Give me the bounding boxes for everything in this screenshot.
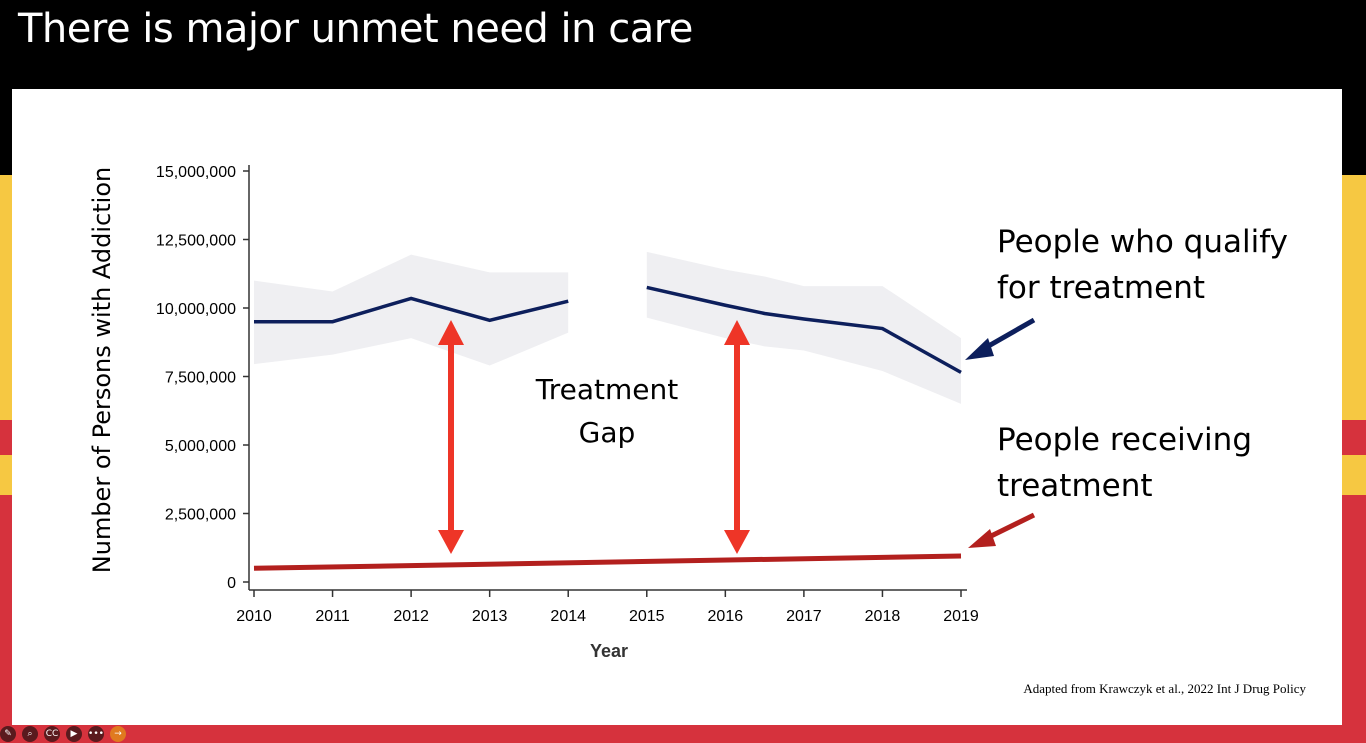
confidence-band [254,254,569,366]
x-tick-label: 2013 [472,608,508,625]
slide-title: There is major unmet need in care [18,6,693,52]
presentation-toolbar: ✎ ⌕ CC ▶ ••• → [0,725,200,743]
y-tick-label: 10,000,000 [156,301,236,318]
pen-icon[interactable]: ✎ [0,726,16,742]
y-tick-label: 2,500,000 [165,507,236,524]
qualify-label: People who qualify [997,224,1288,260]
x-tick-label: 2015 [629,608,665,625]
qualify-series-line [646,285,962,374]
x-axis-title: Year [590,641,628,661]
receiving-series-line [253,553,962,571]
y-tick-label: 15,000,000 [156,164,236,181]
x-tick-label: 2018 [865,608,901,625]
citation: Adapted from Krawczyk et al., 2022 Int J… [1023,681,1306,696]
captions-button[interactable]: CC [44,726,60,742]
gap-arrow-head-down [438,530,464,554]
gap-arrow-head-up [724,320,750,345]
x-tick-label: 2016 [708,608,744,625]
more-options-button[interactable]: ••• [88,726,104,742]
x-tick-label: 2010 [236,608,272,625]
x-tick-label: 2012 [393,608,429,625]
qualify-label: for treatment [997,270,1205,306]
treatment-gap-label: Gap [579,416,636,449]
treatment-gap-label: Treatment [535,373,678,406]
x-tick-label: 2017 [786,608,822,625]
zoom-icon[interactable]: ⌕ [22,726,38,742]
receiving-label: treatment [997,468,1153,504]
x-tick-label: 2011 [315,608,350,625]
y-tick-label: 0 [227,575,236,592]
receiving-label: People receiving [997,422,1252,458]
y-tick-label: 7,500,000 [165,370,236,387]
gap-arrow-head-up [438,320,464,345]
gap-arrow-head-down [724,530,750,554]
x-tick-label: 2019 [943,608,979,625]
confidence-band [646,251,961,404]
x-tick-label: 2014 [550,608,586,625]
next-slide-button[interactable]: → [110,726,126,742]
qualify-pointer-arrowhead [965,338,994,360]
y-tick-label: 12,500,000 [156,233,236,250]
slide-canvas [12,89,1342,725]
camera-icon[interactable]: ▶ [66,726,82,742]
y-axis-title: Number of Persons with Addiction [88,167,116,573]
y-tick-label: 5,000,000 [165,438,236,455]
receiving-pointer-arrowhead [968,529,996,548]
